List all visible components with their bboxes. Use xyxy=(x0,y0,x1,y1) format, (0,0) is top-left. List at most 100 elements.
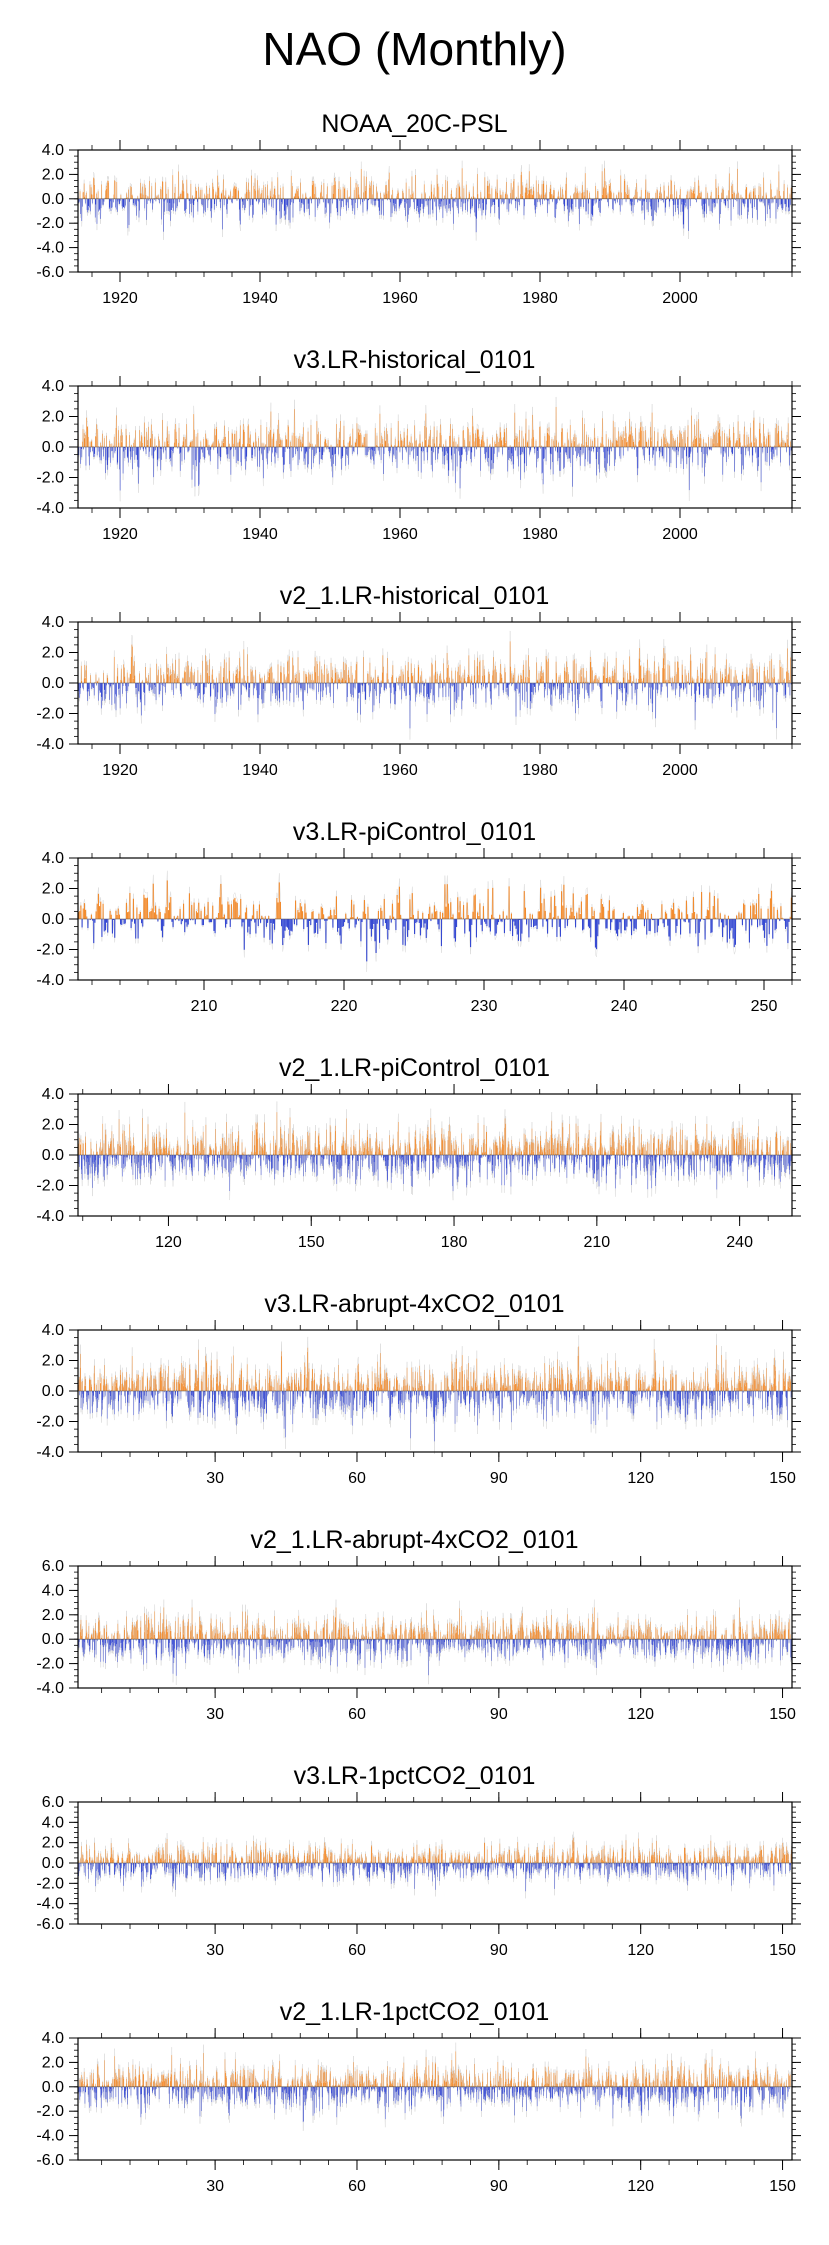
positive-bar xyxy=(94,682,96,683)
negative-bar xyxy=(642,447,643,450)
positive-bar xyxy=(288,656,290,683)
negative-bar xyxy=(376,683,377,696)
positive-bar xyxy=(736,441,737,447)
positive-bar xyxy=(674,441,675,447)
negative-bar xyxy=(161,447,163,450)
negative-bar xyxy=(99,447,100,458)
negative-bar xyxy=(284,447,286,452)
negative-bar xyxy=(102,447,104,450)
positive-bar xyxy=(116,415,117,447)
negative-bar xyxy=(394,683,395,705)
positive-bar xyxy=(160,189,162,199)
negative-bar xyxy=(203,198,204,214)
positive-bar xyxy=(577,444,579,447)
negative-bar xyxy=(345,447,347,466)
positive-bar xyxy=(149,667,151,683)
positive-bar xyxy=(657,190,658,199)
positive-bar xyxy=(754,437,756,447)
negative-bar xyxy=(367,198,368,210)
positive-bar xyxy=(728,190,729,199)
positive-bar xyxy=(579,913,581,919)
positive-bar xyxy=(284,674,285,683)
negative-bar xyxy=(144,683,145,693)
negative-bar xyxy=(431,447,433,451)
negative-bar xyxy=(384,683,386,688)
positive-bar xyxy=(673,438,674,447)
negative-bar xyxy=(627,447,629,451)
negative-bar xyxy=(330,447,331,459)
negative-bar xyxy=(230,447,232,475)
positive-bar xyxy=(632,682,634,683)
positive-bar xyxy=(415,681,417,683)
negative-bar xyxy=(524,198,525,207)
negative-bar xyxy=(772,683,774,713)
positive-bar xyxy=(664,429,666,447)
negative-bar xyxy=(742,198,743,203)
negative-bar xyxy=(723,683,724,694)
negative-bar xyxy=(460,447,461,469)
negative-bar xyxy=(314,447,316,455)
positive-bar xyxy=(555,661,557,683)
positive-bar xyxy=(750,905,752,919)
negative-bar xyxy=(108,683,110,685)
positive-bar xyxy=(302,443,304,447)
negative-bar xyxy=(649,198,651,203)
positive-bar xyxy=(669,665,671,683)
positive-bar xyxy=(215,429,217,447)
negative-bar xyxy=(456,683,458,700)
positive-bar xyxy=(414,425,415,447)
negative-bar xyxy=(750,198,751,204)
positive-bar xyxy=(750,659,752,683)
positive-bar xyxy=(668,185,669,199)
positive-bar xyxy=(172,175,174,199)
positive-bar xyxy=(115,910,117,919)
negative-bar xyxy=(768,198,770,204)
positive-bar xyxy=(502,911,504,919)
negative-bar xyxy=(511,447,513,454)
negative-bar xyxy=(440,198,442,207)
positive-bar xyxy=(322,196,323,199)
positive-bar xyxy=(460,917,462,919)
positive-bar xyxy=(676,191,678,199)
positive-bar xyxy=(397,193,398,199)
negative-bar xyxy=(732,919,734,939)
positive-bar xyxy=(573,194,574,199)
positive-bar xyxy=(197,912,199,919)
negative-bars xyxy=(78,198,791,233)
negative-bar xyxy=(680,919,682,935)
negative-bar xyxy=(357,447,358,455)
negative-bar xyxy=(154,447,155,452)
negative-bar xyxy=(243,198,244,205)
positive-bar xyxy=(191,672,193,683)
positive-bar xyxy=(700,196,701,199)
negative-bar xyxy=(675,683,676,696)
positive-bar xyxy=(681,664,683,683)
positive-bar xyxy=(704,678,706,683)
positive-bar xyxy=(178,427,180,447)
negative-bar xyxy=(690,447,692,452)
negative-bar xyxy=(348,919,350,929)
positive-bar xyxy=(526,442,528,447)
positive-bar xyxy=(386,193,388,199)
negative-bar xyxy=(190,919,192,921)
negative-bar xyxy=(337,919,339,932)
negative-bar xyxy=(681,198,683,202)
positive-bar xyxy=(611,676,613,683)
positive-bar xyxy=(668,681,670,683)
positive-bar xyxy=(601,904,603,919)
negative-bar xyxy=(518,198,519,203)
positive-bar xyxy=(170,675,172,683)
negative-bar xyxy=(112,447,114,458)
positive-bar xyxy=(344,187,346,199)
positive-bar xyxy=(693,443,695,447)
negative-bar xyxy=(314,919,316,933)
positive-bar xyxy=(585,442,587,447)
positive-bar xyxy=(163,674,164,683)
positive-bar xyxy=(92,194,94,199)
negative-bar xyxy=(680,683,682,688)
negative-bar xyxy=(782,683,783,685)
negative-bar xyxy=(642,198,644,211)
negative-bar xyxy=(566,919,568,926)
negative-bar xyxy=(383,447,385,454)
negative-bar xyxy=(154,683,155,686)
